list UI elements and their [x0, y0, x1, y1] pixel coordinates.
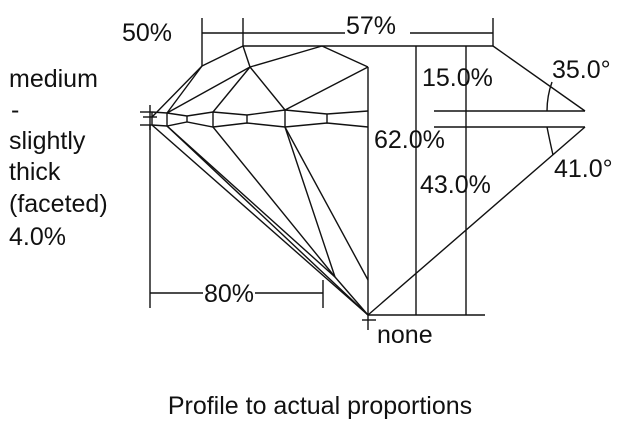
girdle-label-line-4: thick — [9, 158, 61, 186]
crown-percent-label: 50% — [121, 19, 174, 47]
girdle-label-line-3: slightly — [9, 127, 86, 155]
total-depth-label: 62.0% — [374, 126, 445, 154]
pavilion-angle-label: 41.0° — [554, 155, 613, 183]
caption: Profile to actual proportions — [167, 392, 473, 420]
girdle-label-line-2: - — [11, 96, 20, 124]
dimension-lines — [143, 18, 554, 330]
girdle-label-line-1: medium — [9, 65, 98, 93]
crown-angle-label: 35.0° — [552, 56, 611, 84]
girdle-label-line-5: (faceted) — [9, 190, 108, 218]
pavilion-facets — [151, 124, 369, 316]
girdle — [151, 109, 369, 128]
table-percent-label: 57% — [345, 12, 398, 40]
pavilion-depth-label: 43.0% — [420, 171, 491, 199]
girdle-label-line-6: 4.0% — [9, 223, 66, 251]
lower-half-label: 80% — [203, 280, 256, 308]
culet-label: none — [377, 321, 433, 349]
crown-facets — [166, 45, 369, 114]
crown-height-label: 15.0% — [422, 64, 493, 92]
diamond-outline — [140, 45, 586, 316]
